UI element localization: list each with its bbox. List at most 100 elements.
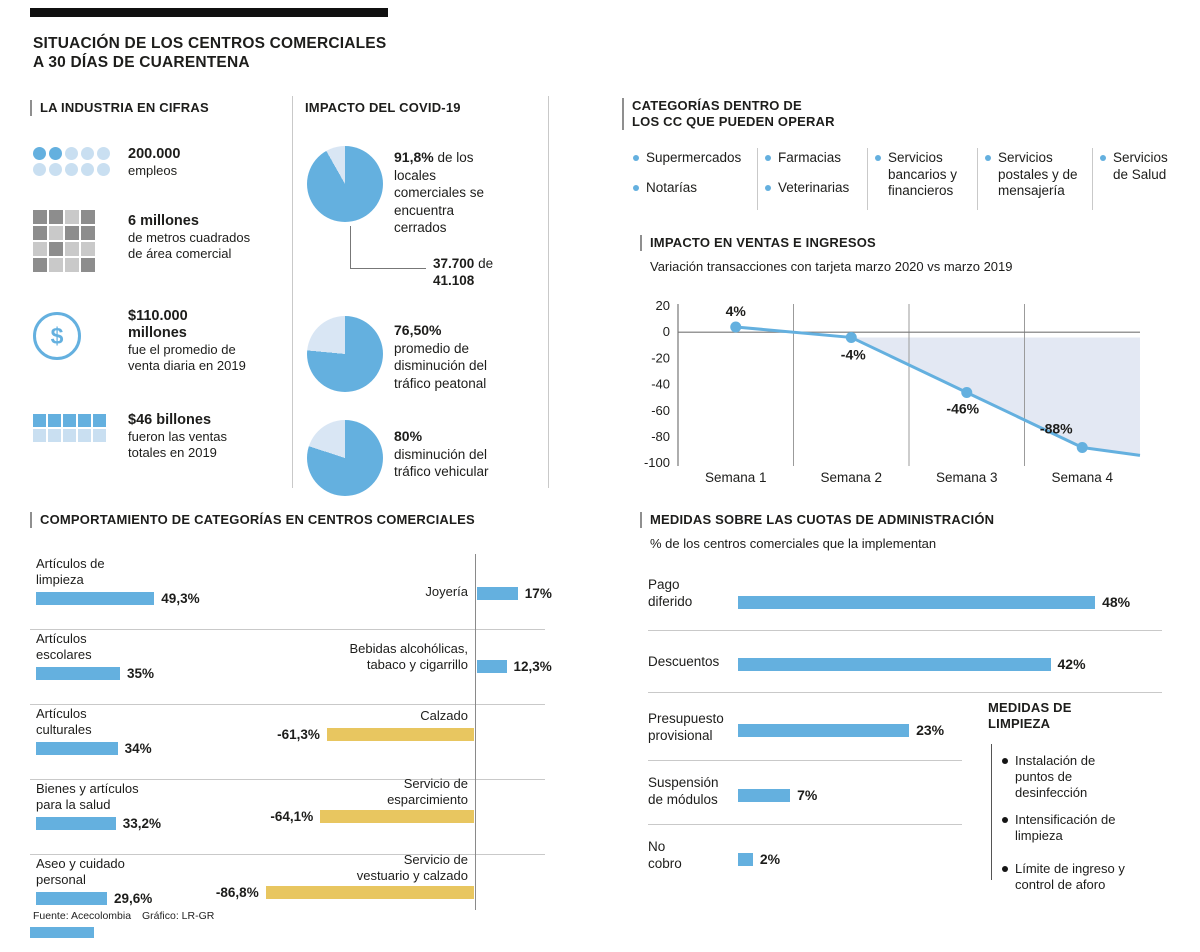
label-line: desinfección bbox=[1015, 785, 1088, 800]
label-line: Aseo y cuidado bbox=[36, 856, 125, 871]
svg-text:20: 20 bbox=[656, 298, 670, 313]
label-line: Límite de ingreso y bbox=[1015, 861, 1125, 876]
limpieza-item-text: Intensificación de limpieza bbox=[1015, 812, 1115, 844]
label-line: control de aforo bbox=[1015, 877, 1106, 892]
categoria-label: Veterinarias bbox=[778, 179, 850, 195]
pie-vehicular-text: 80% disminución del tráfico vehicular bbox=[394, 428, 518, 481]
top-rule bbox=[30, 8, 388, 17]
bar-value: 17% bbox=[524, 586, 552, 601]
label-line: Suspensión bbox=[648, 775, 719, 790]
label-line: Servicio de bbox=[403, 776, 468, 791]
label-line: limpieza bbox=[36, 572, 84, 587]
note-line1: 37.700 de bbox=[433, 255, 493, 272]
stat-venta-diaria: $110.000 millones fue el promedio de ven… bbox=[128, 308, 246, 374]
category-bar-limpieza: 49,3% bbox=[36, 591, 200, 606]
page-title-line2: A 30 DÍAS DE CUARENTENA bbox=[33, 54, 250, 71]
svg-text:-4%: -4% bbox=[841, 346, 866, 362]
page-title: SITUACIÓN DE LOS CENTROS COMERCIALES A 3… bbox=[33, 34, 386, 72]
bullet-icon bbox=[765, 184, 771, 191]
limpieza-item-intensificacion: Intensificación de limpieza bbox=[1002, 812, 1142, 844]
pie-peatonal-text: 76,50% promedio de disminución del tráfic… bbox=[394, 322, 518, 392]
categorias-col-1: Supermercados Notarías bbox=[633, 150, 753, 196]
stat-employees: 200.000 empleos bbox=[128, 146, 180, 179]
svg-text:Semana 1: Semana 1 bbox=[705, 470, 767, 485]
bar-value: 34% bbox=[124, 741, 152, 756]
stat-area-line1: de metros cuadrados bbox=[128, 230, 251, 245]
bullet-icon bbox=[633, 155, 639, 161]
bar-value: 7% bbox=[797, 787, 818, 803]
medida-label-descuentos: Descuentos bbox=[648, 653, 719, 670]
note-of: de bbox=[478, 256, 494, 271]
category-label-calzado: Calzado bbox=[288, 708, 468, 724]
limpieza-header: MEDIDAS DE LIMPIEZA bbox=[988, 700, 1072, 732]
category-label-joyeria: Joyería bbox=[288, 584, 468, 600]
categoria-label: Farmacias bbox=[778, 150, 842, 165]
bar-value: -61,3% bbox=[277, 727, 320, 742]
medida-label-suspension: Suspensión de módulos bbox=[648, 774, 719, 808]
label-line: Artículos bbox=[36, 631, 87, 646]
ventas-header: IMPACTO EN VENTAS E INGRESOS bbox=[640, 235, 876, 251]
category-label-vestuario: Servicio de vestuario y calzado bbox=[288, 852, 468, 884]
bar bbox=[36, 817, 116, 830]
medida-bar-suspension: 7% bbox=[738, 787, 817, 803]
bar-value: 29,6% bbox=[114, 891, 153, 906]
label-line: Joyería bbox=[425, 584, 468, 599]
employees-dots-icon bbox=[33, 147, 110, 176]
note-closed-count: 37.700 bbox=[433, 256, 475, 271]
medida-bar-no-cobro: 2% bbox=[738, 851, 780, 867]
ventas-line-chart: 4% -4% -46% -88% 20 0 -20 -40 -60 -80 -100 Semana 1… bbox=[630, 294, 1160, 494]
bar bbox=[265, 886, 474, 899]
limpieza-item-desinfeccion: Instalación de puntos de desinfección bbox=[1002, 753, 1142, 801]
pie-trafico-vehicular-icon bbox=[307, 420, 383, 496]
limpieza-header-line2: LIMPIEZA bbox=[988, 716, 1051, 731]
category-bar-escolares: 35% bbox=[36, 666, 154, 681]
bar-value: 35% bbox=[127, 666, 155, 681]
stat-employees-label: empleos bbox=[128, 163, 178, 178]
categoria-item-farmacias: Farmacias bbox=[765, 150, 865, 167]
bar bbox=[477, 587, 518, 600]
categorias-divider-4 bbox=[1092, 148, 1093, 210]
row-divider bbox=[648, 760, 962, 761]
medida-label-pago-diferido: Pago diferido bbox=[648, 576, 692, 610]
row-divider bbox=[30, 629, 545, 630]
dollar-glyph: $ bbox=[50, 322, 64, 349]
label-line: Artículos de bbox=[36, 556, 105, 571]
bar-value: 2% bbox=[759, 851, 781, 867]
row-divider bbox=[30, 854, 545, 855]
bar bbox=[738, 788, 791, 802]
stat-area-line2: de área comercial bbox=[128, 246, 232, 261]
bullet-icon bbox=[875, 155, 881, 161]
bar bbox=[738, 723, 910, 737]
categoria-item-salud: Servicios de Salud bbox=[1100, 150, 1172, 183]
medida-label-no-cobro: No cobro bbox=[648, 838, 682, 872]
categorias-divider-3 bbox=[977, 148, 978, 210]
svg-text:-46%: -46% bbox=[946, 400, 979, 416]
bar-value: -64,1% bbox=[270, 809, 314, 824]
footer-source: Fuente: Acecolombia bbox=[33, 910, 132, 922]
pie-locales-text: 91,8% de los locales comerciales se encu… bbox=[394, 149, 506, 237]
stat-ventas-totales-value: $46 billones bbox=[128, 412, 212, 428]
footer-credit: Gráfico: LR-GR bbox=[142, 910, 215, 922]
categoria-label: Supermercados bbox=[646, 150, 742, 165]
pie-peatonal-pct: 76,50% bbox=[394, 322, 442, 338]
medida-bar-presupuesto: 23% bbox=[738, 722, 944, 738]
label-line: puntos de bbox=[1015, 769, 1073, 784]
bar bbox=[320, 810, 474, 823]
label-line: limpieza bbox=[1015, 828, 1063, 843]
svg-text:-60: -60 bbox=[651, 403, 670, 418]
bar-value: 23% bbox=[916, 722, 945, 738]
categorias-header-line1: CATEGORÍAS DENTRO DE bbox=[632, 98, 802, 113]
limpieza-item-text: Límite de ingreso y control de aforo bbox=[1015, 861, 1125, 893]
svg-text:-80: -80 bbox=[651, 429, 670, 444]
svg-text:-88%: -88% bbox=[1040, 420, 1073, 436]
label-line: vestuario y calzado bbox=[356, 868, 468, 883]
medida-bar-descuentos: 42% bbox=[738, 656, 1086, 672]
bar bbox=[36, 892, 107, 905]
bullet-icon bbox=[765, 155, 771, 161]
categorias-col-5: Servicios de Salud bbox=[1100, 150, 1172, 183]
stat-ventas-totales-line1: fueron las ventas bbox=[128, 429, 228, 444]
stat-employees-value: 200.000 bbox=[128, 146, 181, 162]
stat-area-value: 6 millones bbox=[128, 213, 199, 229]
bar-value: 33,2% bbox=[122, 816, 161, 831]
